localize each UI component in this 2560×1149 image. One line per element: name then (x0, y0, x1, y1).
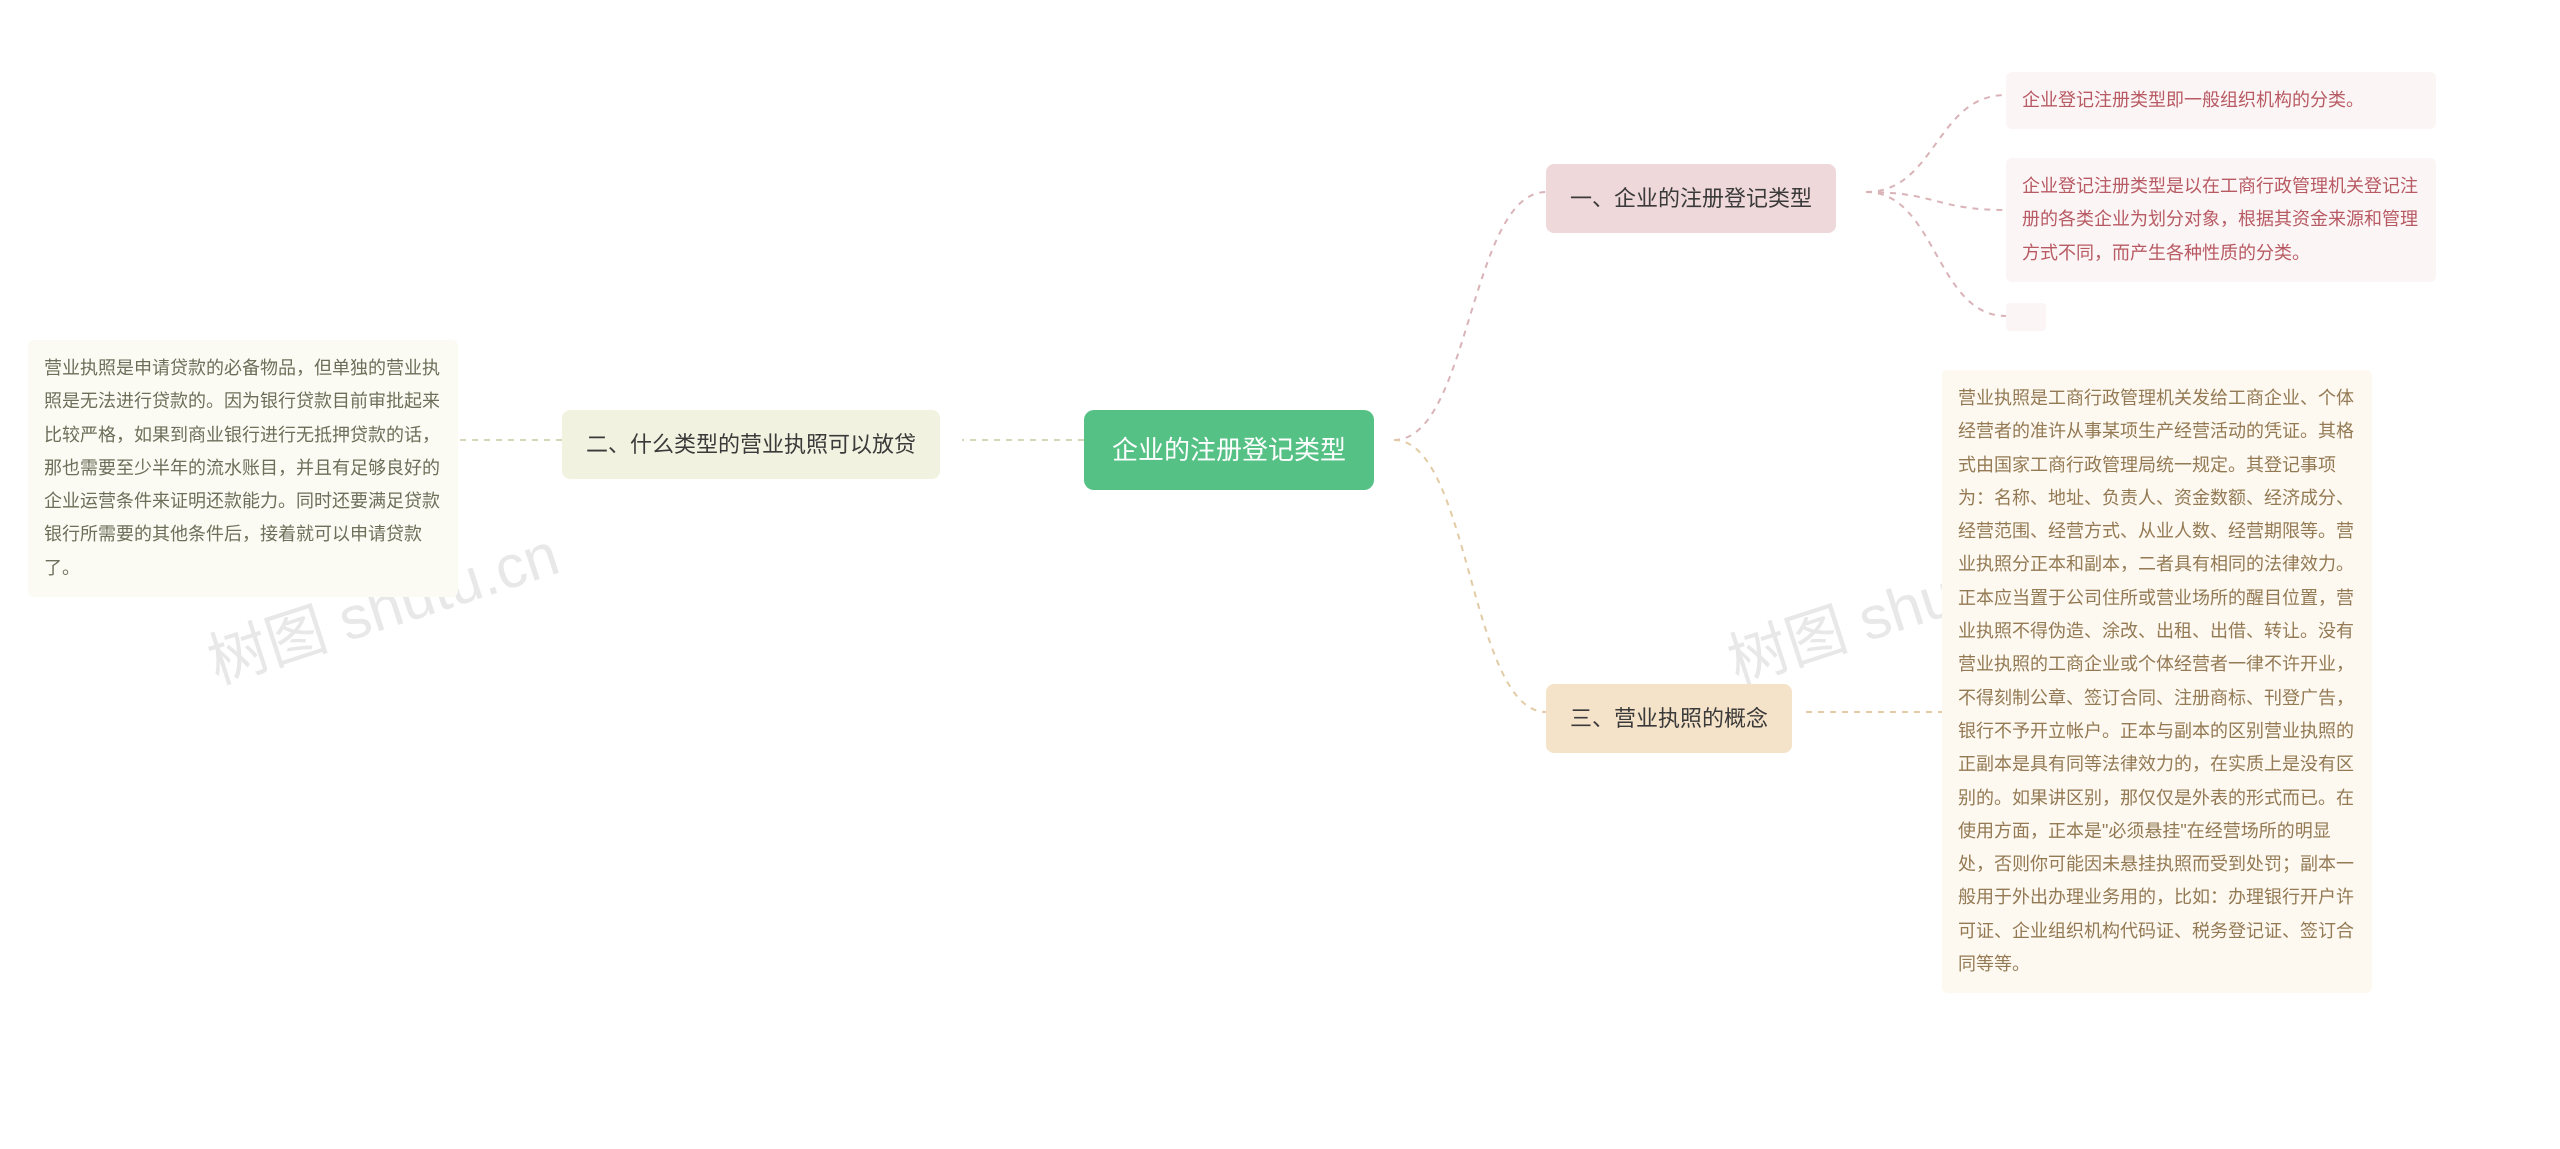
branch-1-child-3-empty[interactable] (2006, 303, 2046, 331)
branch-2[interactable]: 二、什么类型的营业执照可以放贷 (562, 410, 940, 479)
connector-b1-c2 (1866, 192, 2006, 210)
branch-1[interactable]: 一、企业的注册登记类型 (1546, 164, 1836, 233)
branch-1-child-2[interactable]: 企业登记注册类型是以在工商行政管理机关登记注册的各类企业为划分对象，根据其资金来… (2006, 158, 2436, 282)
connector-center-b3 (1394, 440, 1546, 712)
connector-b1-c3 (1866, 192, 2006, 316)
branch-3-child-1[interactable]: 营业执照是工商行政管理机关发给工商企业、个体经营者的准许从事某项生产经营活动的凭… (1942, 370, 2372, 993)
connector-b1-c1 (1866, 95, 2006, 192)
branch-2-child-1[interactable]: 营业执照是申请贷款的必备物品，但单独的营业执照是无法进行贷款的。因为银行贷款目前… (28, 340, 458, 597)
branch-1-child-1[interactable]: 企业登记注册类型即一般组织机构的分类。 (2006, 72, 2436, 129)
branch-3[interactable]: 三、营业执照的概念 (1546, 684, 1792, 753)
center-node[interactable]: 企业的注册登记类型 (1084, 410, 1374, 490)
connector-center-b1 (1394, 192, 1546, 440)
